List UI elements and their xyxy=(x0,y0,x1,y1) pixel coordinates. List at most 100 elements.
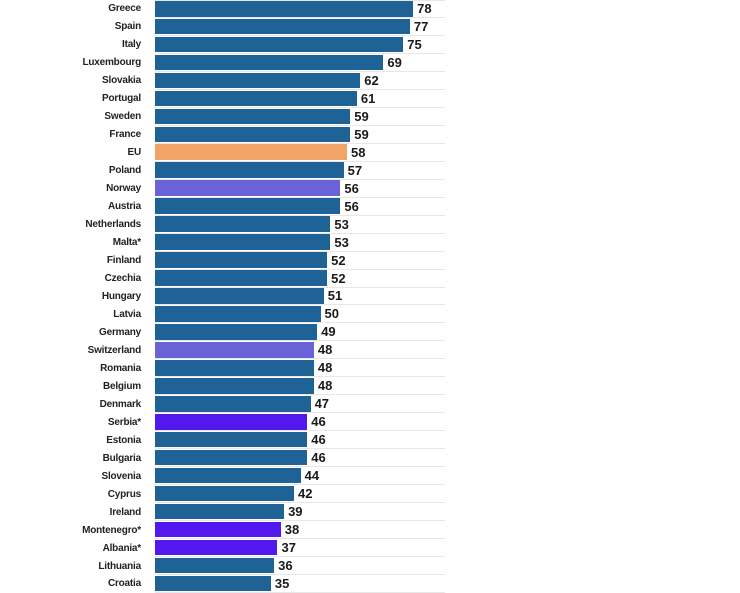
bar[interactable] xyxy=(155,108,351,125)
bar[interactable] xyxy=(155,306,321,322)
category-label: Switzerland xyxy=(87,344,142,356)
plot-area: 46 xyxy=(155,431,445,450)
plot-area: 36 xyxy=(155,557,445,575)
bar[interactable] xyxy=(155,18,410,35)
plot-area: 44 xyxy=(155,467,445,486)
chart-row-switzerland: Switzerland 48 xyxy=(0,341,460,360)
chart-row-belgium: Belgium 48 xyxy=(0,377,460,396)
bar[interactable] xyxy=(155,360,314,376)
chart-row-denmark: Denmark 47 xyxy=(0,395,460,414)
bar[interactable] xyxy=(155,36,404,53)
value-label: 69 xyxy=(387,54,402,70)
category-label: Latvia xyxy=(113,308,141,320)
chart-row-lithuania: Lithuania 36 xyxy=(0,557,460,575)
bar[interactable] xyxy=(155,252,328,268)
category-label: Netherlands xyxy=(85,219,141,231)
bar[interactable] xyxy=(155,342,314,358)
plot-area: 69 xyxy=(155,54,445,72)
value-label: 77 xyxy=(413,18,429,34)
chart-row-estonia: Estonia 46 xyxy=(0,431,460,450)
category-label: Lithuania xyxy=(98,560,141,572)
category-label: Estonia xyxy=(106,434,141,446)
bar[interactable] xyxy=(155,288,324,304)
bar[interactable] xyxy=(155,126,351,143)
bar[interactable] xyxy=(155,180,341,196)
chart-rows: Greece 78 Spain 77 Italy 75 Luxembourg 6… xyxy=(0,0,460,593)
value-label: 78 xyxy=(417,1,432,17)
bar[interactable] xyxy=(155,162,344,178)
value-label: 56 xyxy=(344,198,359,214)
bar[interactable] xyxy=(155,378,314,394)
bar[interactable] xyxy=(155,198,341,214)
bar[interactable] xyxy=(155,521,281,538)
value-label: 75 xyxy=(407,36,422,52)
category-label: Poland xyxy=(108,165,141,177)
value-label: 56 xyxy=(344,180,359,196)
chart-row-slovakia: Slovakia 62 xyxy=(0,72,460,90)
chart-row-spain: Spain 77 xyxy=(0,18,460,36)
bar[interactable] xyxy=(155,485,295,502)
value-label: 48 xyxy=(317,360,333,376)
value-label: 58 xyxy=(350,144,366,160)
plot-area: 48 xyxy=(155,341,445,360)
plot-area: 52 xyxy=(155,270,445,288)
bar[interactable] xyxy=(155,575,271,592)
category-label: EU xyxy=(127,147,142,159)
bar[interactable] xyxy=(155,503,285,520)
bar[interactable] xyxy=(155,234,331,250)
bar[interactable] xyxy=(155,72,361,89)
plot-area: 48 xyxy=(155,359,445,378)
category-label: Portugal xyxy=(102,93,141,105)
chart-row-eu: EU 58 xyxy=(0,144,460,162)
plot-area: 49 xyxy=(155,323,445,342)
value-label: 49 xyxy=(321,324,336,340)
plot-area: 62 xyxy=(155,72,445,90)
value-label: 61 xyxy=(360,90,376,106)
chart-row-albania: Albania* 37 xyxy=(0,539,460,558)
chart-row-luxembourg: Luxembourg 69 xyxy=(0,54,460,72)
chart-row-croatia: Croatia 35 xyxy=(0,575,460,593)
plot-area: 77 xyxy=(155,18,445,36)
bar[interactable] xyxy=(155,396,311,412)
category-label: Slovenia xyxy=(101,470,141,482)
bar[interactable] xyxy=(155,90,357,107)
plot-area: 39 xyxy=(155,503,445,522)
plot-area: 52 xyxy=(155,252,445,270)
bar[interactable] xyxy=(155,1,414,17)
chart-row-poland: Poland 57 xyxy=(0,162,460,180)
bar[interactable] xyxy=(155,539,278,556)
plot-area: 53 xyxy=(155,234,445,252)
value-label: 42 xyxy=(298,486,313,502)
plot-area: 59 xyxy=(155,108,445,126)
category-label: Spain xyxy=(114,21,141,33)
value-label: 48 xyxy=(317,378,333,394)
chart-row-cyprus: Cyprus 42 xyxy=(0,485,460,504)
category-label: Italy xyxy=(121,39,141,51)
category-label: Hungary xyxy=(101,290,141,302)
chart-row-bulgaria: Bulgaria 46 xyxy=(0,449,460,468)
bar[interactable] xyxy=(155,54,384,71)
bar[interactable] xyxy=(155,270,328,286)
bar[interactable] xyxy=(155,467,301,484)
bar[interactable] xyxy=(155,557,275,574)
bar[interactable] xyxy=(155,431,308,448)
plot-area: 61 xyxy=(155,90,445,108)
plot-area: 58 xyxy=(155,144,445,162)
category-label: Romania xyxy=(100,362,141,374)
bar[interactable] xyxy=(155,414,308,430)
category-label: France xyxy=(109,129,141,141)
bar[interactable] xyxy=(155,144,347,160)
plot-area: 51 xyxy=(155,288,445,306)
plot-area: 47 xyxy=(155,395,445,414)
category-label: Croatia xyxy=(107,578,141,590)
value-label: 50 xyxy=(324,306,339,322)
category-label: Albania* xyxy=(102,542,142,554)
bar[interactable] xyxy=(155,324,318,340)
plot-area: 37 xyxy=(155,539,445,558)
value-label: 36 xyxy=(278,558,293,574)
category-label: Greece xyxy=(108,3,141,15)
value-label: 53 xyxy=(334,234,349,250)
bar[interactable] xyxy=(155,449,308,466)
category-label: Denmark xyxy=(99,398,142,410)
bar[interactable] xyxy=(155,216,331,232)
